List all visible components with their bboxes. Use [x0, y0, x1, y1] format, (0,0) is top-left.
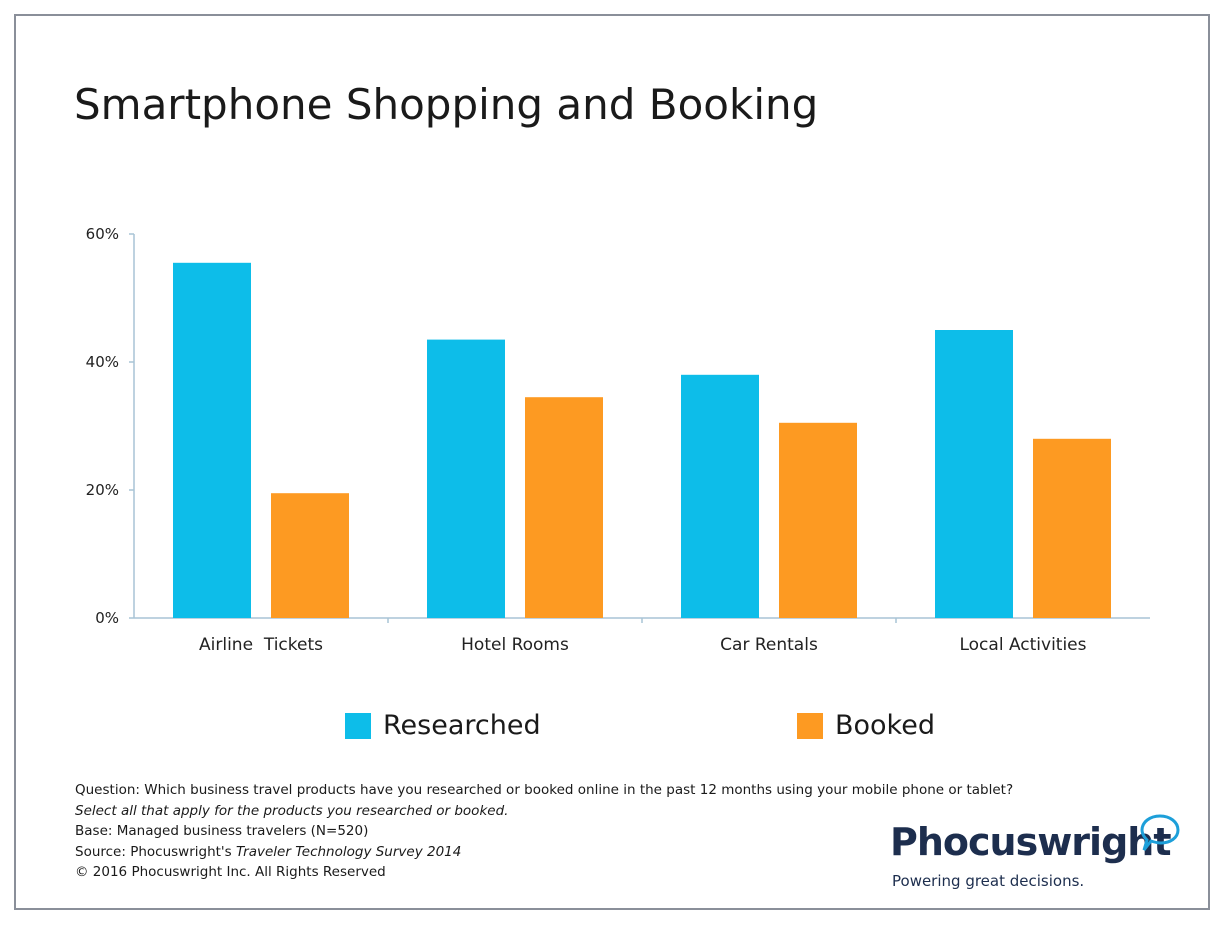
- legend-swatch-researched: [345, 712, 371, 739]
- legend-item-researched: Researched: [345, 710, 541, 741]
- bar-booked-3: [1033, 438, 1111, 618]
- phocuswright-logo: Phocuswright Powering great decisions.: [890, 814, 1190, 900]
- x-tick-label: Hotel Rooms: [461, 635, 569, 655]
- x-tick-label: Airline Tickets: [199, 635, 323, 655]
- bar-researched-0: [173, 262, 251, 618]
- note-copyright: © 2016 Phocuswright Inc. All Rights Rese…: [75, 864, 386, 880]
- bar-booked-1: [525, 397, 603, 618]
- logo-tagline: Powering great decisions.: [892, 872, 1085, 890]
- chart-labels: 0% 20% 40% 60% Airline Tickets Hotel Rooms Car…: [86, 225, 1087, 655]
- y-tick-label: 20%: [86, 481, 119, 499]
- chart-legend: Researched Booked: [0, 710, 1226, 750]
- note-question: Question: Which business travel products…: [75, 782, 1014, 798]
- note-base: Base: Managed business travelers (N=520): [75, 823, 369, 839]
- chart-bars: [173, 262, 1111, 618]
- bar-booked-0: [271, 493, 349, 618]
- speech-bubble-icon: [1140, 814, 1180, 851]
- bar-researched-2: [681, 374, 759, 618]
- y-tick-label: 0%: [95, 609, 119, 627]
- x-tick-label: Local Activities: [959, 635, 1086, 655]
- note-source: Source: Phocuswright's Traveler Technolo…: [75, 842, 1013, 863]
- legend-label-booked: Booked: [835, 710, 935, 741]
- y-tick-label: 40%: [86, 353, 119, 371]
- legend-item-booked: Booked: [797, 710, 935, 741]
- note-instruction: Select all that apply for the products y…: [75, 802, 509, 819]
- logo-wordmark: Phocuswright: [890, 820, 1171, 864]
- chart-title: Smartphone Shopping and Booking: [74, 80, 819, 129]
- legend-swatch-booked: [797, 712, 823, 739]
- bar-researched-1: [427, 339, 505, 618]
- legend-label-researched: Researched: [383, 710, 541, 741]
- bar-researched-3: [935, 330, 1013, 618]
- chart-notes: Question: Which business travel products…: [75, 780, 1013, 883]
- bar-chart: 0% 20% 40% 60% Airline Tickets Hotel Rooms Car…: [86, 225, 1150, 655]
- bar-booked-2: [779, 422, 857, 618]
- note-source-title: Traveler Technology Survey 2014: [235, 843, 462, 860]
- note-source-prefix: Source: Phocuswright's: [75, 843, 236, 860]
- x-tick-label: Car Rentals: [720, 635, 818, 655]
- y-tick-label: 60%: [86, 225, 119, 243]
